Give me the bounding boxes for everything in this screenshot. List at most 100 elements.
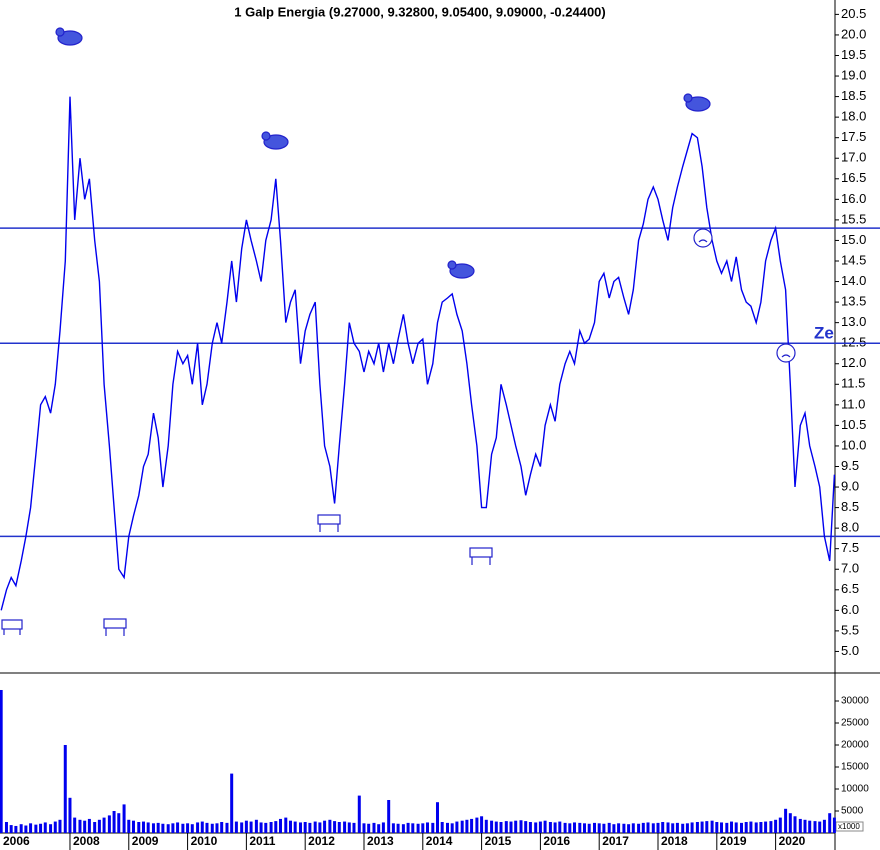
y-tick-label: 9.5 xyxy=(841,458,859,473)
volume-bar xyxy=(637,823,641,833)
y-tick-label: 20000 xyxy=(841,740,869,751)
volume-bar xyxy=(656,822,660,833)
y-tick-label: 15.5 xyxy=(841,211,866,226)
volume-bar xyxy=(460,820,464,833)
y-tick-label: 6.0 xyxy=(841,602,859,617)
volume-bar xyxy=(39,823,43,833)
x-tick-label: 2019 xyxy=(720,834,747,848)
volume-bar xyxy=(24,825,28,833)
volume-bar xyxy=(215,823,219,833)
volume-bar xyxy=(186,823,190,833)
volume-bar xyxy=(499,821,503,833)
volume-bar xyxy=(646,822,650,833)
volume-bar xyxy=(416,823,420,833)
volume-bar xyxy=(808,820,812,833)
volume-bar xyxy=(333,821,337,833)
volume-bar xyxy=(553,822,557,833)
x-tick-label: 2012 xyxy=(308,834,335,848)
volume-bar xyxy=(225,822,229,833)
unit-box xyxy=(835,821,864,832)
volume-bar xyxy=(308,822,312,833)
volume-bar xyxy=(730,821,734,833)
x-tick-label: 2016 xyxy=(543,834,570,848)
y-tick-label: 5.5 xyxy=(841,622,859,637)
y-tick-label: 18.0 xyxy=(841,109,866,124)
y-tick-label: 20.0 xyxy=(841,26,866,41)
y-tick-label: 19.5 xyxy=(841,47,866,62)
volume-bar xyxy=(484,819,488,833)
volume-bar xyxy=(328,819,332,833)
y-tick-label: 18.5 xyxy=(841,88,866,103)
volume-bar xyxy=(205,822,209,833)
volume-bar xyxy=(631,823,635,833)
volume-bar xyxy=(764,821,768,833)
volume-bar xyxy=(705,821,709,833)
y-tick-label: 14.0 xyxy=(841,273,866,288)
y-tick-label: 5.0 xyxy=(841,643,859,658)
y-tick-label: 10.5 xyxy=(841,417,866,432)
price-line xyxy=(0,96,836,611)
bull-icon xyxy=(103,618,127,636)
volume-bar xyxy=(0,689,3,833)
y-tick-label: 7.0 xyxy=(841,561,859,576)
volume-bar xyxy=(244,820,248,833)
volume-bar xyxy=(264,822,268,833)
volume-bar xyxy=(137,821,141,833)
volume-bar xyxy=(274,821,278,833)
volume-bar xyxy=(563,822,567,833)
volume-bar xyxy=(196,822,200,833)
volume-bar xyxy=(269,821,273,833)
y-tick-label: 7.5 xyxy=(841,540,859,555)
volume-bar xyxy=(318,822,322,833)
volume-bar xyxy=(391,823,395,833)
volume-bar xyxy=(343,821,347,833)
volume-bar xyxy=(367,823,371,833)
volume-bar xyxy=(112,810,116,833)
volume-bar xyxy=(666,822,670,833)
y-tick-label: 15000 xyxy=(841,762,869,773)
volume-bar xyxy=(313,821,317,833)
volume-bar xyxy=(97,819,101,833)
volume-bar xyxy=(425,822,429,833)
volume-bar xyxy=(362,823,366,833)
volume-bar xyxy=(803,819,807,833)
volume-bar xyxy=(543,820,547,833)
volume-bar xyxy=(538,821,542,833)
volume-bar xyxy=(190,824,194,833)
volume-bar xyxy=(73,817,77,833)
volume-bar xyxy=(475,817,479,833)
x-tick-label: 2008 xyxy=(73,834,100,848)
x-tick-label: 2015 xyxy=(485,834,512,848)
volume-bar xyxy=(607,822,611,833)
volume-bar xyxy=(573,822,577,833)
volume-bar xyxy=(9,825,13,833)
volume-bar xyxy=(519,820,523,833)
x-tick-label: 2017 xyxy=(602,834,629,848)
volume-bar xyxy=(774,819,778,833)
volume-bar xyxy=(181,823,185,833)
volume-bar xyxy=(558,821,562,833)
volume-bar xyxy=(435,802,439,833)
bull-icon xyxy=(469,547,493,565)
volume-bar xyxy=(78,819,82,833)
volume-bar xyxy=(303,821,307,833)
volume-bar xyxy=(63,744,67,833)
volume-bar xyxy=(234,821,238,833)
y-tick-label: 17.5 xyxy=(841,129,866,144)
volume-bar xyxy=(171,823,175,833)
volume-bar xyxy=(102,817,106,833)
volume-bar xyxy=(514,820,518,833)
y-tick-label: 5000 xyxy=(841,806,864,817)
x-tick-label: 2014 xyxy=(426,834,453,848)
volume-bar xyxy=(793,816,797,833)
volume-bar xyxy=(612,824,616,833)
volume-bar xyxy=(455,821,459,833)
volume-bar xyxy=(490,820,494,833)
y-tick-label: 10000 xyxy=(841,784,869,795)
x-tick-label: 2013 xyxy=(367,834,394,848)
y-tick-label: 8.0 xyxy=(841,520,859,535)
sad-face-icon xyxy=(693,228,713,248)
x-tick-label: 2011 xyxy=(249,834,275,848)
volume-bar xyxy=(352,822,356,833)
bear-icon xyxy=(683,93,711,112)
